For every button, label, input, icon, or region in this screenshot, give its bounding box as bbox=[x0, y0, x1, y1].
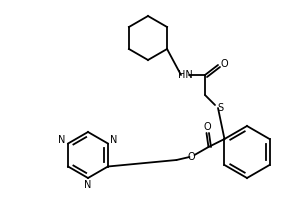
Text: N: N bbox=[84, 180, 92, 190]
Text: HN: HN bbox=[178, 70, 192, 80]
Text: N: N bbox=[58, 135, 66, 145]
Text: O: O bbox=[204, 122, 211, 132]
Text: S: S bbox=[217, 103, 223, 113]
Text: N: N bbox=[110, 135, 118, 145]
Text: O: O bbox=[220, 59, 228, 69]
Text: O: O bbox=[188, 152, 195, 162]
